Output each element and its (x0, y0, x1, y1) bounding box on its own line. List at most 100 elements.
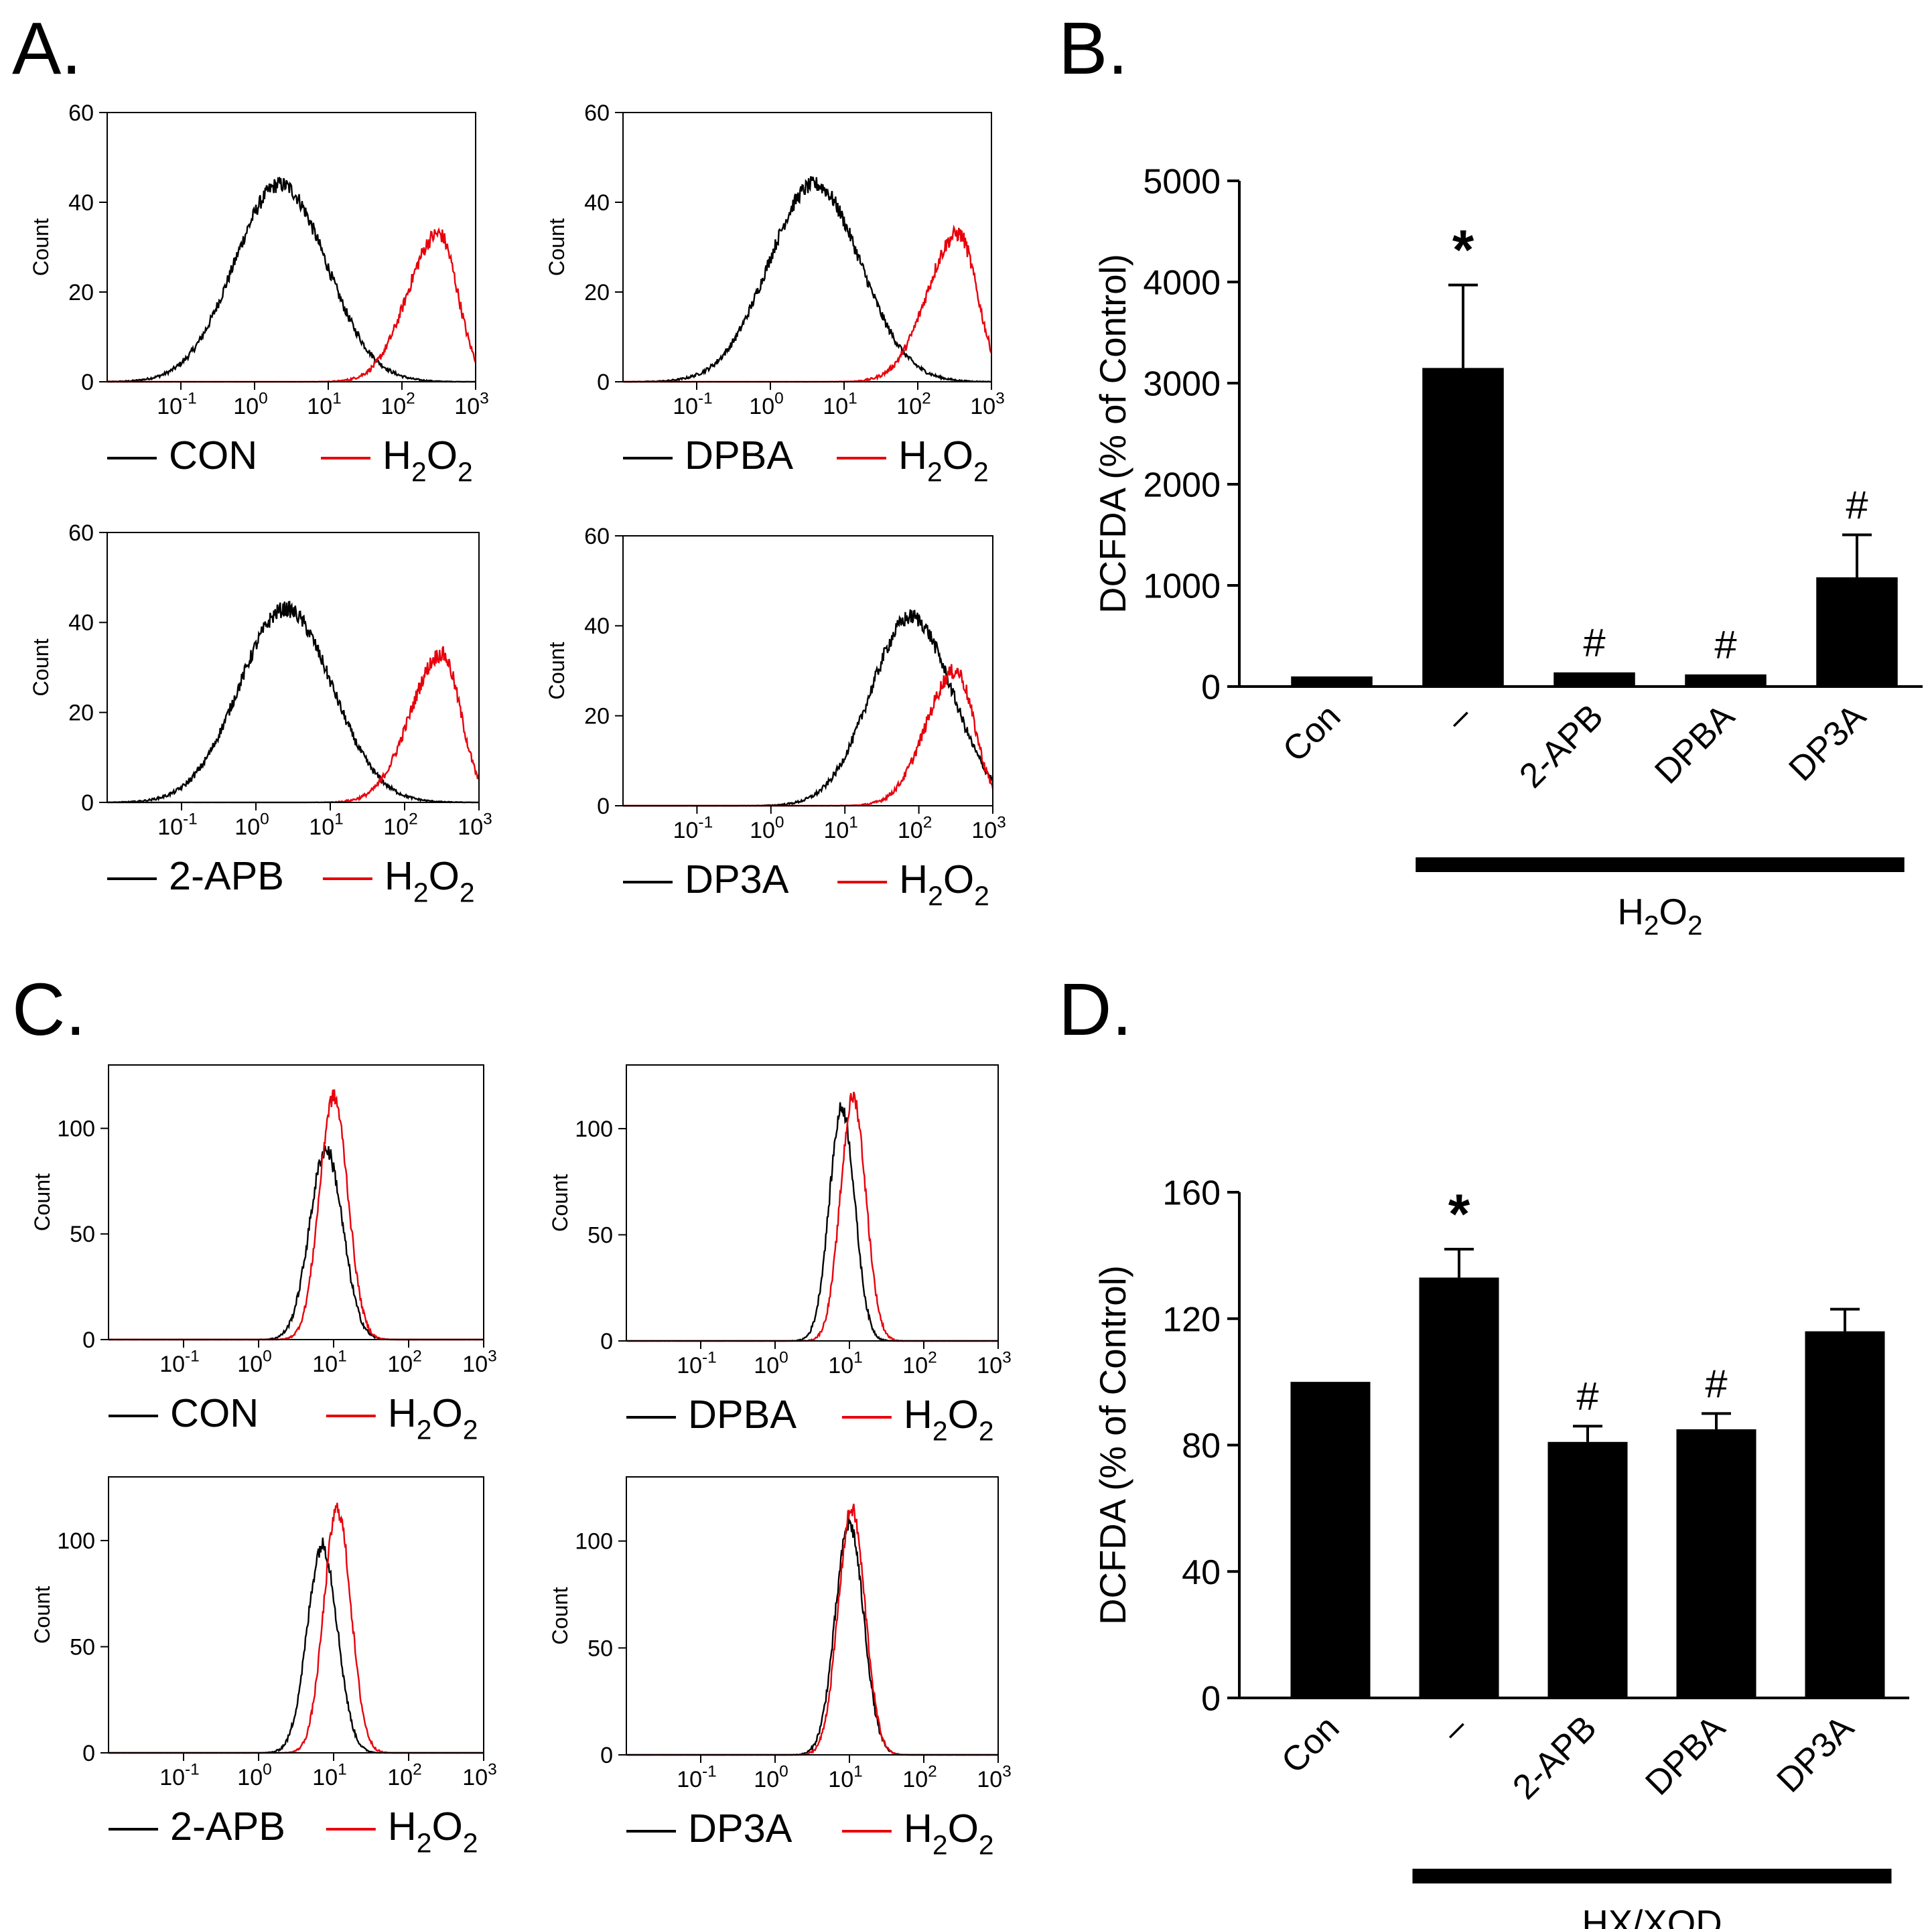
x-tick-label: 103 (977, 1349, 1011, 1378)
legend-o: O (943, 433, 973, 478)
legend-treatment-label: H2O2 (388, 1804, 478, 1859)
category-label: 2-APB (1512, 697, 1610, 795)
x-tick-label: 100 (233, 390, 267, 419)
plot-frame (626, 1476, 999, 1756)
x-tick-base: 10 (381, 394, 406, 419)
x-tick-base: 10 (309, 814, 334, 840)
legend-sub: 2 (417, 1415, 432, 1445)
x-tick-exponent: 2 (409, 810, 418, 829)
legend-control-label: 2-APB (170, 1804, 285, 1849)
y-tick-label: 20 (68, 280, 94, 305)
y-tick-label: 50 (70, 1222, 95, 1247)
y-axis-label: Count (548, 1174, 572, 1232)
x-tick-label: 100 (754, 1763, 788, 1792)
plot-frame (107, 532, 480, 803)
histogram-curve-black (622, 175, 992, 383)
x-tick-exponent: 3 (488, 1761, 497, 1779)
legend-treatment-label: H2O2 (388, 1390, 478, 1445)
y-tick-label: 0 (1201, 1680, 1221, 1719)
y-axis-label: Count (30, 1173, 54, 1231)
y-axis-label: DCFDA (% of Control) (1093, 1265, 1133, 1625)
histogram-curve-black (626, 1102, 998, 1342)
treatment-group-label: H2O2 (1617, 891, 1702, 941)
legend-sub: 2 (973, 457, 989, 488)
histogram-curve-black (626, 1518, 998, 1756)
plot-frame (108, 1476, 484, 1754)
legend-sub: 2 (417, 1828, 432, 1859)
x-tick-base: 10 (233, 394, 259, 419)
y-axis-label: Count (545, 218, 569, 276)
x-tick-exponent: 1 (332, 390, 342, 408)
x-tick-label: 103 (977, 1763, 1011, 1792)
y-tick-label: 0 (81, 370, 94, 395)
group-label-part: O (1659, 891, 1687, 932)
significance-marker: # (1846, 483, 1868, 528)
x-tick-base: 10 (237, 1352, 263, 1377)
y-tick-label: 3000 (1143, 365, 1221, 404)
legend-h: H (383, 433, 411, 478)
y-tick-label: 0 (81, 790, 94, 816)
category-label: DP3A (1781, 697, 1873, 788)
x-tick-exponent: 2 (928, 1349, 937, 1367)
legend-sub: 2 (463, 1415, 478, 1445)
legend-treatment-label: H2O2 (904, 1806, 994, 1861)
x-tick-exponent: 0 (259, 390, 268, 408)
histogram-curve-black (109, 1145, 484, 1341)
x-tick-base: 10 (159, 1765, 185, 1790)
legend-o: O (429, 853, 460, 898)
category-label: Con (1275, 697, 1348, 769)
x-tick-label: 102 (902, 1763, 937, 1792)
x-tick-label: 102 (898, 814, 932, 843)
x-tick-exponent: -1 (702, 1763, 717, 1781)
legend-o: O (427, 433, 458, 478)
panel-letter: D. (1058, 969, 1132, 1051)
x-tick-label: 100 (237, 1348, 271, 1377)
x-tick-base: 10 (458, 814, 483, 840)
x-tick-base: 10 (312, 1765, 338, 1790)
x-tick-label: 101 (823, 814, 857, 843)
y-axis-label: Count (29, 218, 53, 276)
legend-o: O (431, 1390, 462, 1435)
x-tick-exponent: 2 (928, 1763, 937, 1781)
x-tick-base: 10 (387, 1765, 413, 1790)
bar-chart: 0 1000 2000 3000 4000 5000 DCFDA (% of Control… (1093, 163, 1923, 941)
x-tick-exponent: 3 (1002, 1349, 1012, 1367)
x-tick-base: 10 (977, 1767, 1002, 1792)
y-tick-label: 4000 (1143, 264, 1221, 303)
bar-chart: 0 40 80 120 160 DCFDA (% of Control) Con * – #2-A… (1093, 1174, 1909, 1929)
histogram-curve-red (107, 227, 477, 383)
y-tick-label: 2000 (1143, 466, 1221, 505)
y-tick-label: 100 (575, 1117, 613, 1142)
y-tick-label: 60 (584, 524, 610, 549)
x-tick-exponent: 1 (334, 810, 344, 829)
x-tick-base: 10 (383, 814, 409, 840)
group-label-part: H (1617, 891, 1643, 932)
significance-marker: * (1452, 219, 1474, 281)
y-tick-label: 40 (68, 610, 94, 636)
x-tick-exponent: 0 (779, 1349, 788, 1367)
x-tick-base: 10 (896, 394, 922, 419)
histogram-curve-black (107, 176, 476, 383)
x-tick-base: 10 (677, 1767, 702, 1792)
x-tick-exponent: 1 (853, 1763, 863, 1781)
significance-marker: # (1576, 1374, 1598, 1419)
legend-treatment-label: H2O2 (383, 433, 473, 488)
x-tick-exponent: 2 (406, 390, 415, 408)
x-tick-exponent: 3 (1002, 1763, 1012, 1781)
x-tick-label: 103 (462, 1761, 496, 1790)
legend-control-label: DP3A (685, 857, 789, 902)
x-tick-base: 10 (673, 394, 698, 419)
legend-o: O (431, 1804, 462, 1849)
treatment-group-label: HX/XOD (1582, 1903, 1722, 1929)
legend-o: O (943, 857, 974, 902)
x-tick-label: 101 (828, 1763, 862, 1792)
x-tick-exponent: -1 (182, 390, 197, 408)
y-tick-label: 20 (68, 701, 94, 726)
y-axis-label: Count (548, 1587, 572, 1644)
y-tick-label: 20 (584, 280, 610, 305)
panel-letter: B. (1058, 7, 1128, 90)
x-tick-base: 10 (750, 818, 775, 843)
x-tick-label: 101 (312, 1348, 346, 1377)
legend-treatment-label: H2O2 (899, 857, 989, 912)
